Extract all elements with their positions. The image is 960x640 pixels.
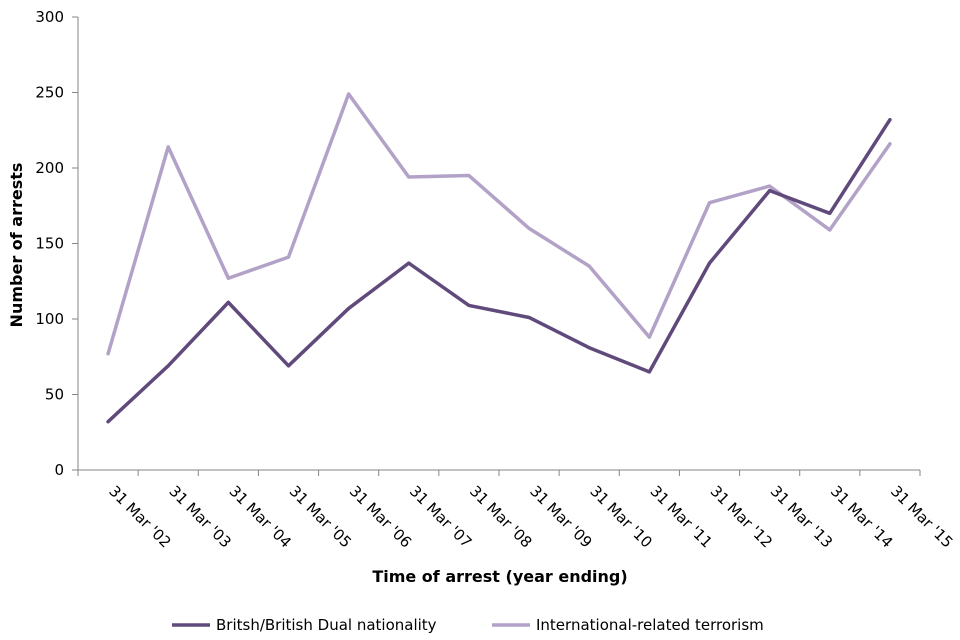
data-point bbox=[226, 300, 230, 304]
data-point bbox=[647, 370, 651, 374]
legend-item: International-related terrorism bbox=[492, 616, 764, 634]
data-point bbox=[106, 420, 110, 424]
x-tick-label: 31 Mar '08 bbox=[466, 482, 535, 551]
y-tick-label: 150 bbox=[35, 235, 64, 253]
data-point bbox=[828, 228, 832, 232]
data-point bbox=[467, 303, 471, 308]
x-tick-label: 31 Mar '12 bbox=[707, 482, 776, 551]
data-point bbox=[467, 173, 471, 178]
data-point bbox=[226, 276, 230, 280]
data-point bbox=[888, 118, 892, 122]
x-tick-label: 31 Mar '06 bbox=[346, 482, 415, 551]
x-tick-label: 31 Mar '07 bbox=[406, 482, 475, 551]
data-point bbox=[707, 201, 712, 205]
x-tick-label: 31 Mar '09 bbox=[526, 482, 595, 551]
data-point bbox=[286, 255, 291, 259]
x-tick-label: 31 Mar '05 bbox=[286, 482, 355, 551]
x-tick-label: 31 Mar '13 bbox=[767, 482, 836, 551]
y-tick-label: 300 bbox=[35, 8, 64, 26]
data-point bbox=[527, 226, 531, 230]
x-axis-title: Time of arrest (year ending) bbox=[372, 567, 627, 586]
x-tick-label: 31 Mar '04 bbox=[226, 482, 295, 551]
data-point bbox=[347, 306, 351, 311]
x-tick-label: 31 Mar '15 bbox=[887, 482, 956, 551]
y-tick-label: 200 bbox=[35, 159, 64, 177]
series-1 bbox=[106, 117, 892, 424]
data-point bbox=[106, 352, 110, 356]
data-point bbox=[166, 364, 170, 368]
legend-label: Britsh/British Dual nationality bbox=[216, 616, 437, 634]
y-axis: 0 50 100 150 200 250 300 bbox=[35, 8, 79, 479]
data-point bbox=[768, 184, 772, 188]
x-tick-label: 31 Mar '02 bbox=[105, 482, 174, 551]
data-point bbox=[347, 92, 351, 96]
data-point bbox=[647, 335, 651, 339]
data-point bbox=[286, 364, 291, 368]
data-point bbox=[707, 261, 712, 265]
data-point bbox=[407, 261, 411, 265]
data-point bbox=[527, 315, 531, 320]
series-line bbox=[106, 92, 892, 356]
data-point bbox=[407, 175, 411, 179]
legend-label: International-related terrorism bbox=[536, 616, 764, 634]
y-axis-title: Number of arrests bbox=[7, 163, 26, 328]
x-tick-label: 31 Mar '10 bbox=[586, 482, 655, 551]
data-point bbox=[587, 346, 591, 350]
x-tick-label: 31 Mar '11 bbox=[647, 482, 716, 551]
series-2 bbox=[106, 92, 892, 356]
y-tick-label: 50 bbox=[45, 386, 64, 404]
series-line bbox=[106, 117, 892, 424]
data-point bbox=[888, 142, 892, 146]
data-point bbox=[768, 189, 772, 193]
series-layer bbox=[106, 92, 892, 424]
data-point bbox=[828, 211, 832, 215]
x-tick-label: 31 Mar '14 bbox=[827, 482, 896, 551]
y-tick-label: 100 bbox=[35, 310, 64, 328]
legend: Britsh/British Dual nationality Internati… bbox=[172, 616, 764, 634]
data-point bbox=[166, 145, 170, 149]
legend-item: Britsh/British Dual nationality bbox=[172, 616, 437, 634]
y-tick-label: 250 bbox=[35, 84, 64, 102]
data-point bbox=[587, 264, 591, 268]
y-tick-label: 0 bbox=[54, 461, 64, 479]
x-tick-label: 31 Mar '03 bbox=[165, 482, 234, 551]
